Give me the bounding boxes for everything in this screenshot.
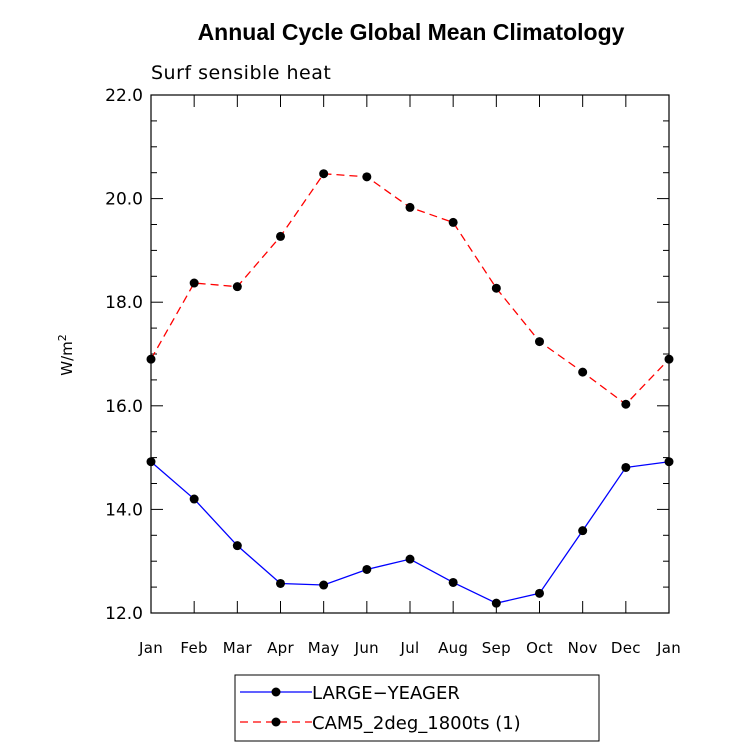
series-1-point [535, 337, 544, 347]
x-tick-label: Dec [611, 639, 641, 657]
y-tick-label: 16.0 [105, 397, 143, 417]
x-tick-label: Nov [568, 639, 598, 657]
svg-text:W/m2: W/m2 [56, 334, 76, 376]
y-tick-label: 22.0 [105, 86, 143, 106]
x-tick-label: May [308, 639, 340, 657]
series-1-point [448, 217, 458, 227]
y-tick-labels: 12.0 14.0 16.0 18.0 20.0 22.0 [105, 86, 143, 624]
y-axis-label-superscript: 2 [56, 334, 69, 341]
y-axis-label: W/m2 [56, 334, 76, 376]
series-0-point [362, 564, 372, 574]
axis-ticks [150, 94, 670, 614]
legend-label-0: LARGE−YEAGER [312, 683, 460, 704]
x-tick-label: Jan [656, 639, 681, 657]
series-0-point [491, 598, 501, 608]
series-1-point [276, 231, 285, 241]
series-line-0 [150, 461, 670, 604]
legend-box [234, 674, 600, 742]
x-tick-label: Jun [354, 639, 379, 657]
y-tick-label: 12.0 [105, 604, 143, 624]
series-layer [146, 169, 674, 608]
x-tick-label: Feb [180, 639, 207, 657]
series-1-point [189, 278, 199, 288]
legend-marker-0 [271, 687, 281, 697]
legend-marker-1 [271, 717, 281, 727]
y-tick-label: 18.0 [105, 293, 143, 313]
series-1-point [232, 282, 242, 292]
series-1-point [319, 169, 329, 179]
series-0-point [535, 588, 544, 598]
series-1-point [621, 399, 631, 409]
series-0-point [276, 578, 285, 588]
chart-title: Annual Cycle Global Mean Climatology [198, 19, 625, 45]
series-0-point [319, 580, 329, 590]
x-tick-labels: Jan Feb Mar Apr May Jun Jul Aug Sep Oct Nov Dec Jan [138, 639, 681, 657]
x-tick-label: Apr [267, 639, 294, 657]
series-0-point [405, 554, 415, 564]
legend: LARGE−YEAGER CAM5_2deg_1800ts (1) [234, 674, 600, 742]
y-tick-label: 14.0 [105, 500, 143, 520]
series-0-point [448, 577, 458, 587]
series-1-point [405, 202, 415, 212]
legend-label-1: CAM5_2deg_1800ts (1) [312, 713, 521, 734]
series-0-point [189, 494, 199, 504]
series-0-point [578, 526, 588, 536]
series-1-point [491, 283, 501, 293]
y-axis-label-text: W/m [58, 341, 76, 376]
series-0-point [621, 462, 631, 472]
chart-subtitle: Surf sensible heat [151, 62, 331, 84]
x-tick-label: Sep [482, 639, 511, 657]
series-1-point [578, 367, 588, 377]
series-0-point [232, 541, 242, 551]
y-tick-label: 20.0 [105, 190, 143, 210]
x-tick-label: Jan [138, 639, 163, 657]
x-tick-label: Jul [400, 639, 420, 657]
x-tick-label: Mar [223, 639, 253, 657]
series-1-point [362, 172, 372, 182]
x-tick-label: Aug [438, 639, 468, 657]
x-tick-label: Oct [526, 639, 553, 657]
plot-frame [150, 94, 670, 614]
